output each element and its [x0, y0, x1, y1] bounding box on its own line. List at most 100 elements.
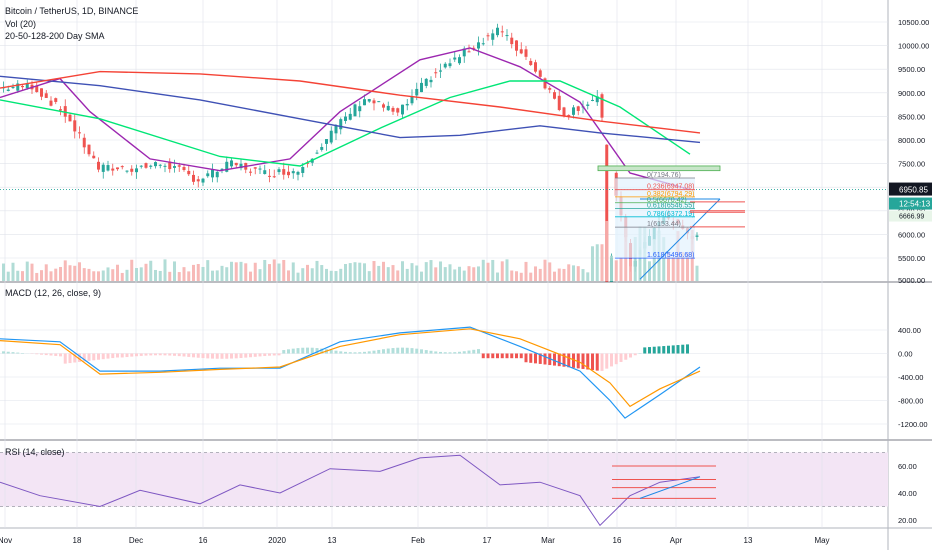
candle: [567, 115, 570, 116]
macd-hist-bar: [496, 354, 499, 359]
macd-hist-bar: [567, 354, 570, 368]
level-tag-value: 6666.99: [899, 214, 924, 221]
volume-bar: [463, 271, 466, 281]
symbol-legend[interactable]: Bitcoin / TetherUS, 1D, BINANCE: [5, 6, 138, 16]
macd-hist-bar: [168, 354, 171, 356]
volume-bar: [278, 264, 281, 281]
volume-bar: [202, 267, 205, 281]
macd-hist-bar: [45, 354, 48, 356]
macd-hist-bar: [88, 354, 91, 361]
time-tick-label: 17: [483, 536, 492, 545]
candle: [102, 165, 105, 172]
volume-bar: [244, 263, 247, 281]
rsi-legend[interactable]: RSI (14, close): [5, 447, 65, 457]
macd-hist-bar: [629, 354, 632, 358]
candle: [235, 163, 238, 165]
time-tick-label: 16: [199, 536, 208, 545]
volume-bar: [301, 268, 304, 281]
candles: [2, 24, 699, 282]
macd-hist-bar: [235, 354, 238, 359]
candle: [368, 99, 371, 101]
time-tick-label: 13: [744, 536, 753, 545]
volume-bar: [487, 263, 490, 281]
macd-hist-bar: [681, 345, 684, 354]
candle: [187, 171, 190, 174]
macd-hist-bar: [202, 354, 205, 359]
fib-level-label: 1(6153.44): [647, 221, 681, 228]
candle: [434, 72, 437, 73]
volume-bar: [558, 269, 561, 281]
volume-bar: [297, 273, 300, 281]
candle: [591, 100, 594, 101]
candle: [83, 138, 86, 148]
macd-hist-bar: [482, 354, 485, 359]
volume-bar: [292, 262, 295, 281]
candle: [453, 58, 456, 60]
time-tick-label: Apr: [670, 536, 683, 545]
macd-hist-bar: [273, 354, 276, 356]
candle: [178, 165, 181, 166]
time-tick-label: Nov: [0, 536, 12, 545]
volume-bar: [259, 269, 262, 281]
candle: [282, 169, 285, 175]
candle: [211, 169, 214, 177]
volume-bar: [183, 267, 186, 281]
candle: [273, 176, 276, 177]
volume-bar: [287, 270, 290, 281]
candle: [458, 57, 461, 63]
volume-bar: [539, 269, 542, 281]
candle: [377, 101, 380, 102]
time-tick-label: 18: [73, 536, 82, 545]
volume-bar: [45, 264, 48, 281]
volume-bar: [21, 271, 24, 281]
volume-bar: [83, 268, 86, 281]
macd-hist-bar: [216, 354, 219, 359]
candle: [572, 107, 575, 114]
macd-hist-bar: [111, 354, 114, 359]
candle: [268, 176, 271, 177]
macd-hist-bar: [373, 351, 376, 354]
volume-bar: [344, 264, 347, 281]
sma-label: 20-50-128-200 Day SMA: [5, 31, 105, 41]
macd-tick-label: -400.00: [898, 373, 923, 382]
volume-bar: [553, 272, 556, 281]
volume-bar: [73, 266, 76, 281]
time-tick-label: Feb: [411, 536, 425, 545]
volume-bar: [496, 273, 499, 281]
candle: [202, 179, 205, 183]
macd-hist-bar: [183, 354, 186, 357]
price-tick-label: 10500.00: [898, 18, 929, 27]
candle: [601, 94, 604, 117]
volume-bar: [130, 260, 133, 281]
symbol-title: Bitcoin / TetherUS, 1D, BINANCE: [5, 6, 138, 16]
macd-hist-bar: [453, 352, 456, 353]
volume-bar: [97, 271, 100, 281]
volume-bar: [373, 261, 376, 281]
macd-hist-bar: [149, 354, 152, 356]
candle: [515, 40, 518, 50]
volume-bar: [506, 259, 509, 281]
volume-bar: [572, 265, 575, 281]
macd-hist-bar: [411, 348, 414, 353]
candle: [548, 88, 551, 90]
sma-legend[interactable]: 20-50-128-200 Day SMA: [5, 31, 105, 41]
volume-legend[interactable]: Vol (20): [5, 19, 36, 29]
macd-legend[interactable]: MACD (12, 26, close, 9): [5, 288, 101, 298]
macd-hist-bar: [653, 347, 656, 354]
volume-bar: [368, 271, 371, 281]
volume-bar: [316, 261, 319, 281]
macd-hist-bar: [677, 345, 680, 353]
candle: [40, 88, 43, 96]
macd-hist-bar: [7, 352, 10, 354]
candle: [116, 167, 119, 169]
volume-bar: [273, 259, 276, 281]
candle: [501, 31, 504, 32]
macd-hist-bar: [643, 347, 646, 353]
volume-bar: [615, 260, 618, 281]
macd-hist-bar: [102, 354, 105, 360]
macd-hist-bar: [64, 354, 67, 364]
volume-bar: [187, 271, 190, 281]
volume-bar: [173, 261, 176, 281]
